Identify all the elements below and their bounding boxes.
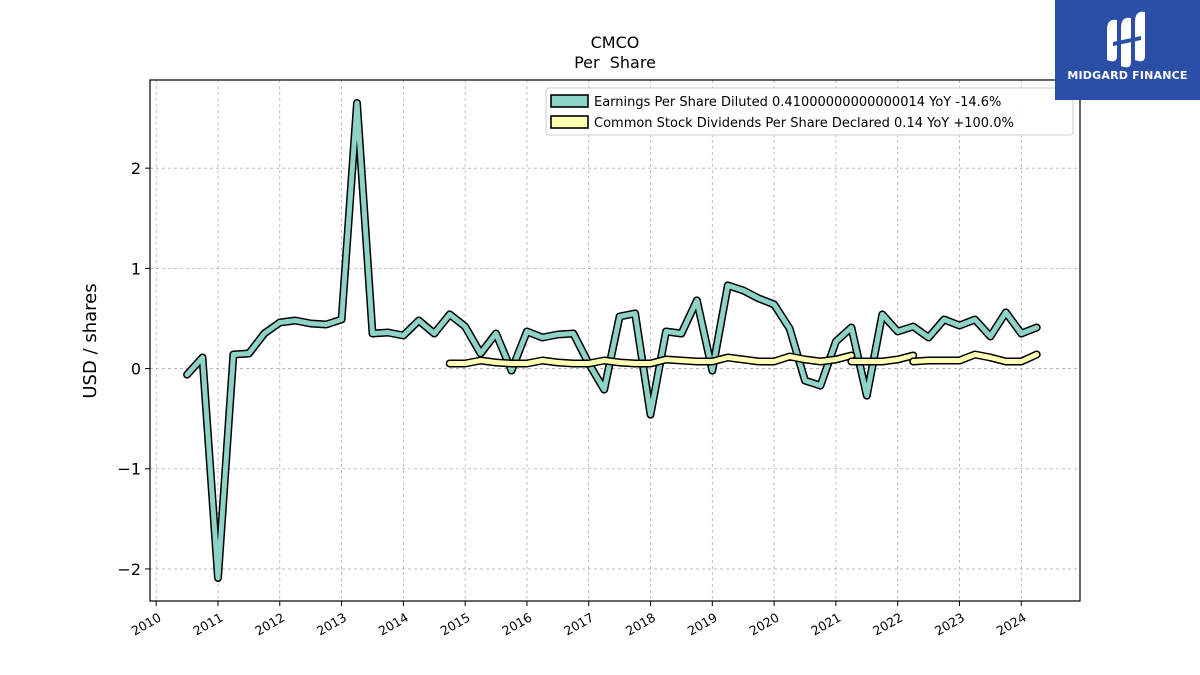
- brand-logo: MIDGARD FINANCE: [1055, 0, 1200, 100]
- chart-title: CMCO: [591, 33, 640, 52]
- x-tick-label: 2022: [870, 610, 905, 639]
- legend: Earnings Per Share Diluted 0.41000000000…: [545, 87, 1074, 136]
- x-tick-label: 2014: [376, 610, 411, 639]
- eps-diluted-line-outline: [183, 99, 1041, 582]
- x-tick-label: 2020: [747, 610, 782, 639]
- dividends-line: [447, 353, 854, 366]
- legend-label: Common Stock Dividends Per Share Declare…: [594, 116, 1014, 131]
- legend-swatch: [550, 115, 589, 129]
- y-tick-label: −2: [117, 560, 141, 579]
- y-tick-label: 1: [131, 259, 141, 278]
- legend-swatch: [550, 94, 589, 108]
- eps-diluted-line: [184, 100, 1040, 581]
- dividends-line: [848, 353, 916, 364]
- x-tick-label: 2018: [623, 610, 658, 639]
- axis-ticks: −2 −1 0 1 2 2010 2011 2012 2013 2014 2015 2016 2017 2…: [117, 159, 1028, 638]
- chart-subtitle: Per Share: [574, 53, 656, 72]
- plot-frame: [149, 79, 1081, 602]
- x-tick-label: 2021: [808, 610, 843, 639]
- y-axis-label: USD / shares: [80, 283, 101, 398]
- legend-label: Earnings Per Share Diluted 0.41000000000…: [594, 95, 1001, 110]
- y-tick-label: −1: [117, 460, 141, 479]
- x-tick-label: 2012: [252, 610, 287, 639]
- midgard-logo-icon: [1107, 11, 1145, 68]
- x-tick-label: 2010: [129, 610, 164, 639]
- x-tick-label: 2011: [190, 610, 225, 639]
- x-tick-label: 2016: [499, 610, 534, 639]
- legend-box: [545, 87, 1074, 136]
- x-tick-label: 2017: [561, 610, 596, 639]
- x-tick-label: 2019: [685, 610, 720, 639]
- x-tick-label: 2015: [438, 610, 473, 639]
- series-layer: [183, 99, 1041, 582]
- x-tick-label: 2024: [994, 610, 1029, 639]
- dividends-line: [910, 352, 1040, 364]
- y-tick-label: 0: [131, 360, 141, 379]
- x-tick-label: 2023: [932, 610, 967, 639]
- x-tick-label: 2013: [314, 610, 349, 639]
- grid-lines: [150, 80, 1080, 601]
- y-tick-label: 2: [131, 159, 141, 178]
- brand-name: MIDGARD FINANCE: [1067, 69, 1188, 82]
